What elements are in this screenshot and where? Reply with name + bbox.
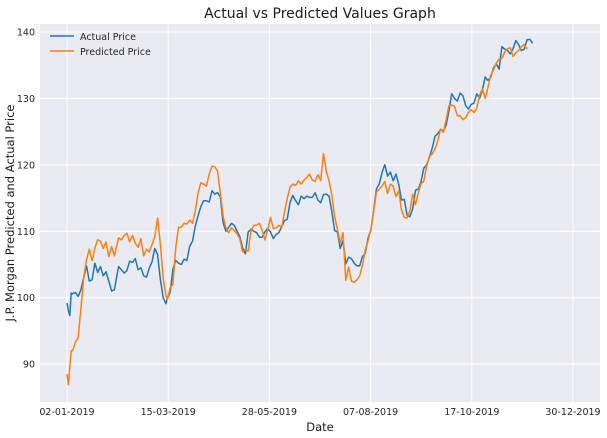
legend-actual-label: Actual Price (80, 32, 136, 43)
x-tick-label: 07-08-2019 (343, 407, 398, 418)
y-tick-label: 130 (17, 94, 35, 105)
x-tick-label: 28-05-2019 (242, 407, 297, 418)
series-lines (66, 38, 534, 386)
grid (40, 24, 600, 402)
y-ticks: 90 100 110 120 130 140 (17, 27, 35, 370)
chart-title: Actual vs Predicted Values Graph (204, 6, 436, 22)
y-tick-label: 120 (17, 160, 35, 171)
y-tick-label: 110 (17, 227, 35, 238)
x-tick-label: 15-03-2019 (141, 407, 196, 418)
y-tick-label: 140 (17, 27, 35, 38)
legend-predicted-label: Predicted Price (80, 47, 151, 58)
y-tick-label: 90 (23, 360, 35, 371)
predicted-price-line (66, 43, 528, 386)
plot-area (40, 24, 600, 402)
x-ticks: 02-01-2019 15-03-2019 28-05-2019 07-08-2019… (39, 407, 600, 418)
y-tick-label: 100 (17, 293, 35, 304)
y-axis-label: J.P. Morgan Predicted and Actual Price (3, 105, 17, 323)
x-tick-label: 17-10-2019 (444, 407, 499, 418)
x-tick-label: 30-12-2019 (545, 407, 600, 418)
x-axis-label: Date (306, 420, 334, 434)
actual-price-line (66, 38, 534, 317)
legend: Actual Price Predicted Price (50, 32, 151, 58)
x-tick-label: 02-01-2019 (39, 407, 94, 418)
